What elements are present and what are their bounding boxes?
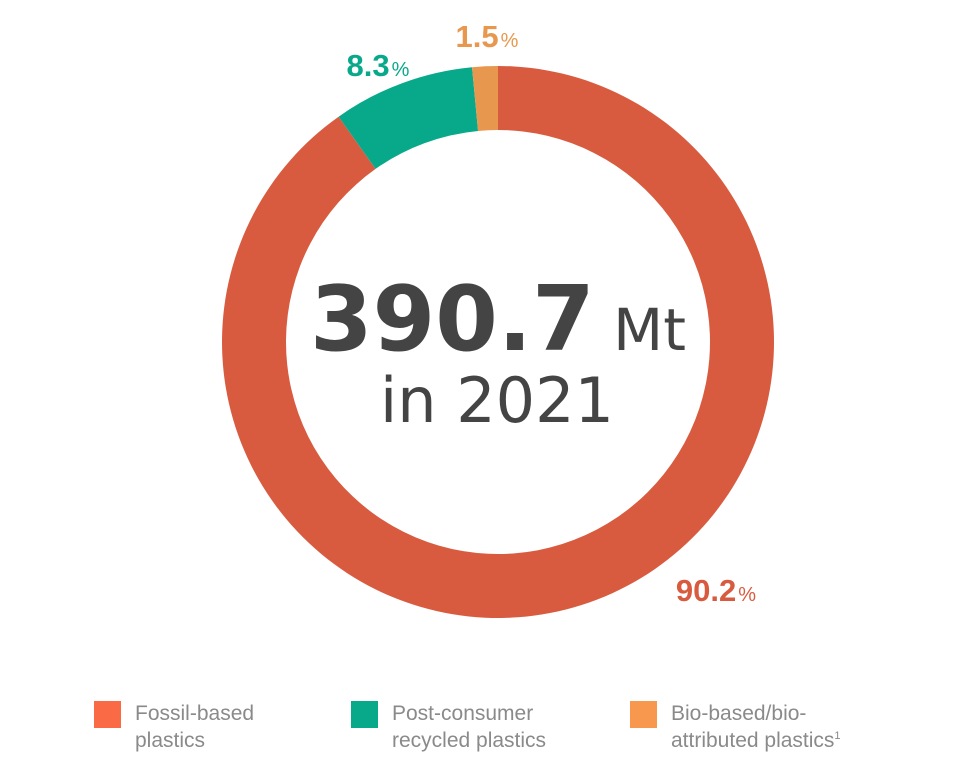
legend-swatch-fossil — [94, 701, 121, 728]
center-value: 390.7 — [310, 267, 595, 372]
slice-label-bio: 1.5% — [456, 19, 519, 54]
legend-item-bio: Bio-based/bio- attributed plastics1 — [630, 700, 841, 754]
slice-labels: 90.2 % 8.3 % 1.5% — [347, 19, 757, 608]
footnote-marker: 1 — [834, 730, 841, 742]
legend-label-fossil: Fossil-based plastics — [135, 702, 255, 752]
donut-chart: 90.2 % 8.3 % 1.5% 390.7 Mt in 2021 — [222, 19, 775, 618]
legend-label-bio: Bio-based/bio- attributed plastics1 — [671, 702, 841, 752]
legend-label-recycled: Post-consumer recycled plastics — [392, 702, 547, 752]
center-total: 390.7 Mt — [310, 267, 686, 372]
donut-slices — [222, 66, 775, 618]
legend-swatch-bio — [630, 701, 657, 728]
slice-recycled — [338, 67, 479, 169]
slice-label-fossil: 90.2% — [676, 573, 756, 608]
slice-bio — [472, 66, 498, 131]
legend-item-fossil: Fossil-based plastics — [94, 700, 254, 754]
center-unit: Mt — [613, 296, 686, 364]
slice-label-recycled: 8.3% — [347, 48, 410, 83]
center-subtitle: in 2021 — [380, 364, 614, 437]
legend: Fossil-based plastics Post-consumer recy… — [0, 700, 970, 770]
legend-swatch-recycled — [351, 701, 378, 728]
legend-item-recycled: Post-consumer recycled plastics — [351, 700, 546, 754]
